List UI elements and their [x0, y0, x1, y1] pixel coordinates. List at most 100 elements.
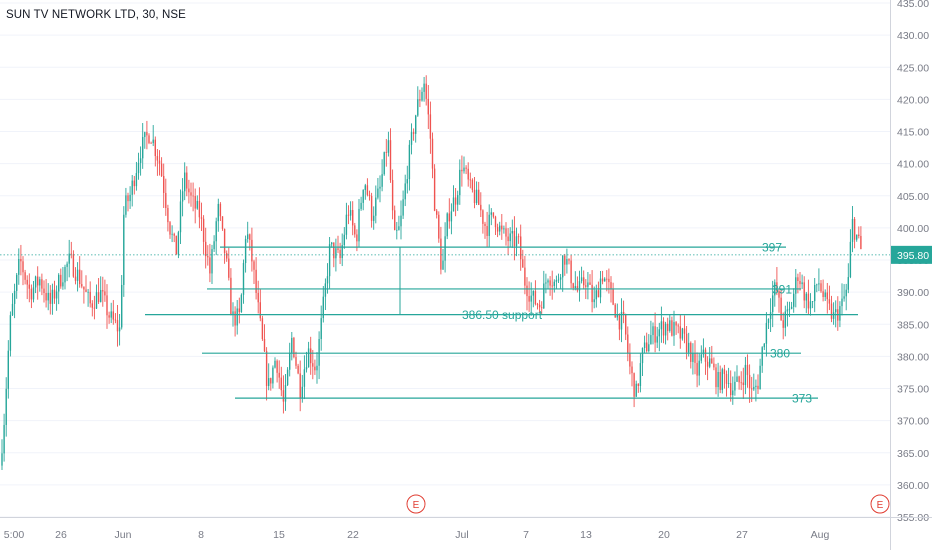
candle-body: [213, 241, 215, 250]
candle-body: [467, 168, 469, 180]
candle-body: [830, 303, 833, 319]
candle-body: [782, 320, 784, 328]
candle-body: [268, 378, 270, 386]
candle-body: [74, 276, 77, 281]
candle-body: [198, 200, 201, 218]
x-tick-label: 20: [658, 529, 670, 541]
candle-body: [555, 279, 558, 282]
candle-body: [509, 233, 511, 242]
candle-body: [706, 361, 709, 367]
candle-body: [709, 358, 711, 367]
candle-body: [681, 328, 684, 339]
candle-body: [610, 282, 612, 289]
candle-body: [282, 390, 285, 402]
candle-body: [400, 215, 402, 227]
candle-body: [249, 234, 251, 240]
candle-body: [385, 152, 387, 153]
candle-body: [364, 185, 366, 190]
candle-body: [669, 320, 671, 331]
candle-body: [370, 195, 373, 221]
candle-body: [333, 242, 335, 259]
candle-body: [51, 289, 54, 304]
candle-body: [788, 308, 791, 310]
candle-body: [534, 291, 537, 305]
candle-body: [251, 239, 253, 262]
candle-body: [858, 234, 860, 236]
candle-body: [293, 337, 295, 358]
candle-body: [559, 277, 562, 280]
candle-body: [667, 323, 669, 331]
candle-body: [280, 377, 282, 391]
candle-body: [740, 382, 742, 384]
candle-body: [702, 349, 705, 355]
x-tick-label: 7: [523, 529, 529, 541]
candle-body: [480, 204, 482, 211]
candle-body: [591, 284, 593, 303]
candle-body: [156, 156, 159, 161]
candle-body: [528, 296, 530, 302]
candle-body: [614, 304, 616, 318]
level-label: 380: [770, 347, 790, 361]
candle-body: [650, 335, 652, 345]
x-tick-label: 13: [580, 529, 592, 541]
candle-body: [652, 326, 654, 336]
candle-body: [635, 383, 637, 397]
candle-body: [139, 158, 142, 163]
candle-body: [53, 289, 56, 299]
candle-body: [341, 245, 343, 259]
candle-body: [278, 372, 280, 378]
candle-body: [677, 325, 679, 327]
candle-body: [200, 217, 203, 219]
candle-body: [757, 385, 759, 390]
candle-body: [734, 381, 736, 391]
candle-body: [503, 228, 505, 230]
y-tick-label: 425.00: [897, 62, 929, 74]
candle-body: [658, 329, 660, 337]
candle-body: [387, 140, 390, 153]
candle-body: [118, 327, 121, 332]
candle-body: [580, 277, 583, 282]
candle-body: [259, 302, 261, 319]
candle-body: [312, 363, 314, 367]
candle-body: [511, 230, 513, 234]
candle-body: [494, 216, 497, 228]
candle-body: [692, 353, 694, 362]
candle-body: [263, 339, 266, 352]
candle-body: [104, 291, 106, 296]
candle-body: [436, 210, 438, 215]
candle-body: [173, 233, 175, 236]
candle-body: [207, 256, 209, 258]
candle-body: [700, 354, 702, 361]
candle-body: [847, 277, 849, 290]
candle-body: [526, 285, 528, 297]
candle-body: [127, 195, 129, 202]
candle-body: [34, 276, 37, 288]
candle-body: [683, 328, 686, 334]
candle-body: [763, 343, 765, 348]
candle-body: [179, 201, 182, 233]
candle-body: [135, 173, 138, 187]
candle-body: [824, 292, 826, 297]
y-tick-label: 410.00: [897, 159, 929, 171]
level-label: 391: [772, 282, 792, 296]
candle-body: [299, 373, 301, 398]
candle-body: [814, 284, 816, 302]
candle-body: [423, 83, 425, 92]
candle-body: [5, 388, 7, 425]
candle-body: [349, 210, 352, 216]
candle-body: [688, 342, 690, 353]
candle-body: [793, 293, 795, 307]
candle-body: [604, 278, 606, 282]
candle-body: [625, 314, 627, 335]
candle-body: [803, 282, 805, 301]
y-tick-label: 435.00: [897, 0, 929, 10]
candle-body: [440, 238, 442, 270]
candle-body: [486, 225, 488, 236]
candle-body: [232, 311, 234, 316]
candle-body: [843, 296, 845, 299]
candle-body: [356, 234, 358, 242]
candle-body: [226, 253, 228, 259]
